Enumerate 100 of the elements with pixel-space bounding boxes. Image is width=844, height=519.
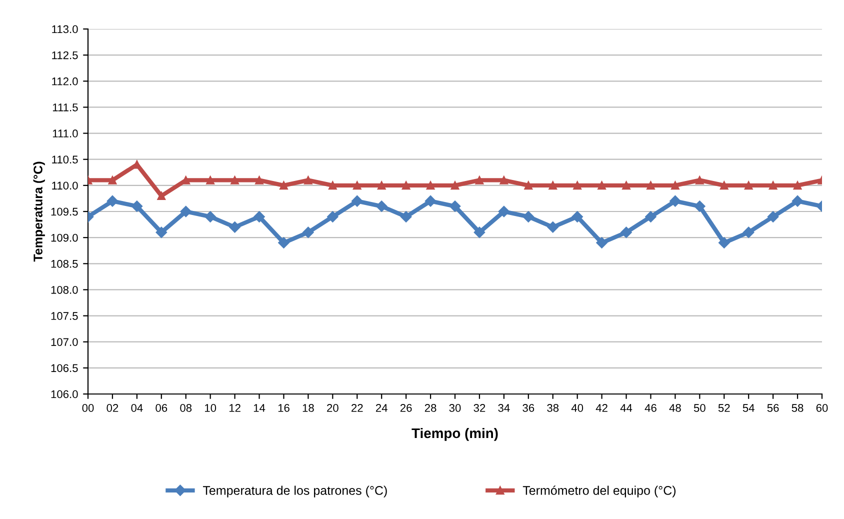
point xyxy=(304,176,312,184)
point xyxy=(645,211,656,222)
point xyxy=(424,195,436,207)
point xyxy=(106,195,118,207)
x-tick-label: 54 xyxy=(742,404,754,412)
point xyxy=(742,226,754,238)
y-tick-label: 110.0 xyxy=(52,182,78,190)
x-tick-label: 48 xyxy=(669,404,681,412)
x-tick-label: 60 xyxy=(816,404,828,412)
x-tick-label: 56 xyxy=(767,404,779,412)
x-tick-label: 04 xyxy=(131,404,143,412)
x-tick-label: 38 xyxy=(547,404,559,412)
y-tick-label: 107.5 xyxy=(51,312,78,320)
point xyxy=(327,211,338,222)
point xyxy=(768,181,778,190)
point xyxy=(474,226,486,238)
point xyxy=(598,181,606,190)
point xyxy=(646,181,655,190)
y-axis-title: Temperatura (°C) xyxy=(33,162,45,262)
point xyxy=(573,181,582,190)
x-tick-label: 12 xyxy=(229,404,240,412)
x-tick-label: 30 xyxy=(449,404,461,412)
point xyxy=(131,200,143,212)
x-tick-label: 40 xyxy=(571,404,584,412)
point xyxy=(108,176,117,184)
x-tick-label: 08 xyxy=(180,404,192,412)
x-tick-label: 26 xyxy=(400,404,412,412)
point xyxy=(449,200,461,212)
point xyxy=(767,211,779,222)
y-tick-label: 106.5 xyxy=(51,364,78,372)
point xyxy=(400,211,412,222)
x-tick-label: 32 xyxy=(474,404,486,412)
point xyxy=(500,176,508,184)
x-tick-label: 44 xyxy=(620,404,632,412)
point xyxy=(793,181,802,190)
legend-label: Termómetro del equipo (°C) xyxy=(522,486,676,498)
point xyxy=(475,176,484,184)
point xyxy=(522,211,534,222)
point xyxy=(376,200,388,212)
y-tick-label: 112.0 xyxy=(52,77,78,86)
point xyxy=(596,237,608,248)
point xyxy=(498,206,510,218)
point xyxy=(450,181,460,190)
x-tick-label: 06 xyxy=(156,404,168,412)
point xyxy=(302,226,314,238)
x-tick-label: 34 xyxy=(498,404,510,412)
y-tick-label: 113.0 xyxy=(52,25,78,34)
y-tick-label: 109.0 xyxy=(51,234,78,242)
point xyxy=(180,206,192,218)
legend-label: Temperatura de los patrones (°C) xyxy=(202,486,387,498)
x-tick-label: 22 xyxy=(352,404,363,412)
point xyxy=(229,222,240,233)
y-tick-label: 106.0 xyxy=(51,390,78,398)
point xyxy=(156,226,168,238)
x-tick-label: 42 xyxy=(596,404,608,412)
point xyxy=(280,181,288,190)
x-axis-title: Tiempo (min) xyxy=(412,428,498,441)
x-tick-label: 10 xyxy=(205,404,216,412)
point xyxy=(426,181,435,190)
point xyxy=(254,211,265,222)
point xyxy=(572,211,583,222)
x-tick-label: 46 xyxy=(644,404,656,412)
point xyxy=(278,237,290,248)
point xyxy=(670,195,681,207)
y-tick-label: 111.5 xyxy=(52,104,78,112)
point xyxy=(620,226,632,238)
point xyxy=(744,181,753,190)
point xyxy=(206,176,214,184)
x-tick-label: 16 xyxy=(278,404,290,412)
y-tick-label: 108.5 xyxy=(51,260,78,268)
x-tick-label: 28 xyxy=(424,404,436,412)
point xyxy=(328,181,337,190)
point xyxy=(548,181,558,190)
point xyxy=(157,192,166,200)
x-tick-label: 24 xyxy=(376,404,388,412)
point xyxy=(720,181,728,190)
point xyxy=(696,176,704,184)
point xyxy=(352,181,362,190)
point xyxy=(792,195,804,207)
point xyxy=(377,181,386,190)
y-tick-label: 107.0 xyxy=(51,338,78,346)
y-tick-label: 109.5 xyxy=(51,208,78,216)
x-tick-label: 36 xyxy=(522,404,534,412)
point xyxy=(255,176,264,184)
point xyxy=(671,181,680,190)
x-tick-label: 14 xyxy=(254,404,266,412)
point xyxy=(547,222,558,233)
point xyxy=(622,181,630,190)
x-tick-label: 52 xyxy=(718,404,730,412)
point xyxy=(694,200,706,212)
y-tick-label: 108.0 xyxy=(51,286,78,294)
y-tick-label: 111.0 xyxy=(52,130,78,138)
x-tick-label: 00 xyxy=(82,404,94,412)
point xyxy=(402,181,410,190)
y-tick-label: 110.5 xyxy=(52,156,78,164)
x-tick-label: 58 xyxy=(792,404,804,412)
point xyxy=(352,195,363,207)
point xyxy=(524,181,533,190)
point xyxy=(230,176,239,184)
y-tick-label: 112.5 xyxy=(52,51,78,60)
